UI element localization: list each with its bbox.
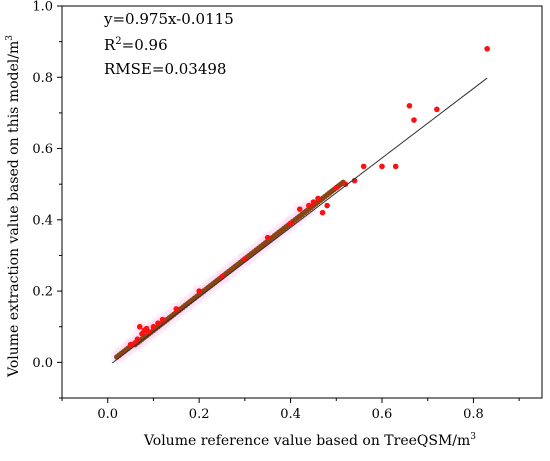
data-point — [324, 202, 330, 209]
data-point — [392, 163, 399, 170]
y-tick-label: 0.6 — [32, 142, 53, 157]
y-tick-label: 1.0 — [32, 0, 53, 15]
x-tick-label: 0.0 — [97, 407, 118, 422]
data-point — [173, 306, 180, 312]
data-point — [351, 177, 358, 184]
data-point — [219, 274, 225, 280]
plot-frame — [61, 5, 543, 399]
equation-annotation: y=0.975x-0.0115 — [103, 10, 234, 28]
x-axis-title-text: Volume reference value based on TreeQSM/… — [143, 433, 470, 449]
data-point — [155, 320, 161, 326]
x-tick-label: 0.8 — [463, 407, 484, 422]
data-point — [484, 45, 490, 52]
x-axis-ticks: 0.0 0.2 0.4 0.6 0.8 — [61, 398, 520, 422]
y-axis-title-superscript: 3 — [5, 35, 15, 41]
y-axis-ticks: 0.0 0.2 0.4 0.6 0.8 1.0 — [32, 0, 62, 399]
r2-superscript: 2 — [115, 36, 121, 47]
data-point — [296, 206, 303, 212]
y-tick-label: 0.0 — [32, 356, 53, 371]
data-point — [159, 316, 166, 323]
data-point — [196, 288, 202, 294]
data-point — [379, 163, 385, 170]
y-tick-label: 0.4 — [32, 213, 53, 228]
r2-annotation: R2=0.96 — [104, 36, 168, 54]
data-point — [360, 163, 367, 170]
y-axis-title-text: Volume extraction value based on this mo… — [6, 41, 22, 378]
data-point — [306, 202, 312, 209]
x-tick-label: 0.4 — [280, 407, 301, 422]
data-point — [310, 199, 317, 205]
data-point — [406, 102, 413, 109]
data-point — [315, 195, 321, 202]
r2-value: =0.96 — [122, 36, 168, 54]
x-tick-label: 0.2 — [189, 407, 210, 422]
data-point — [134, 336, 141, 343]
data-point — [264, 234, 271, 241]
data-point — [319, 209, 326, 216]
rmse-annotation: RMSE=0.03498 — [104, 60, 226, 78]
y-tick-label: 0.8 — [32, 71, 53, 86]
x-tick-label: 0.6 — [372, 407, 393, 422]
series-red-points — [127, 45, 490, 348]
data-point — [287, 220, 294, 227]
data-point — [146, 329, 152, 335]
x-axis-title: Volume reference value based on TreeQSM/… — [143, 432, 476, 449]
x-axis-title-superscript: 3 — [470, 432, 476, 442]
data-point — [342, 181, 349, 187]
y-tick-label: 0.2 — [32, 285, 53, 300]
fit-line — [111, 77, 488, 364]
y-axis-title: Volume extraction value based on this mo… — [5, 35, 22, 378]
data-point — [242, 256, 248, 262]
data-point — [434, 106, 440, 113]
data-point — [150, 323, 157, 330]
data-point — [127, 341, 134, 348]
data-point — [411, 117, 417, 123]
data-point — [333, 184, 340, 191]
r2-prefix: R — [104, 36, 116, 54]
data-point — [136, 323, 143, 330]
